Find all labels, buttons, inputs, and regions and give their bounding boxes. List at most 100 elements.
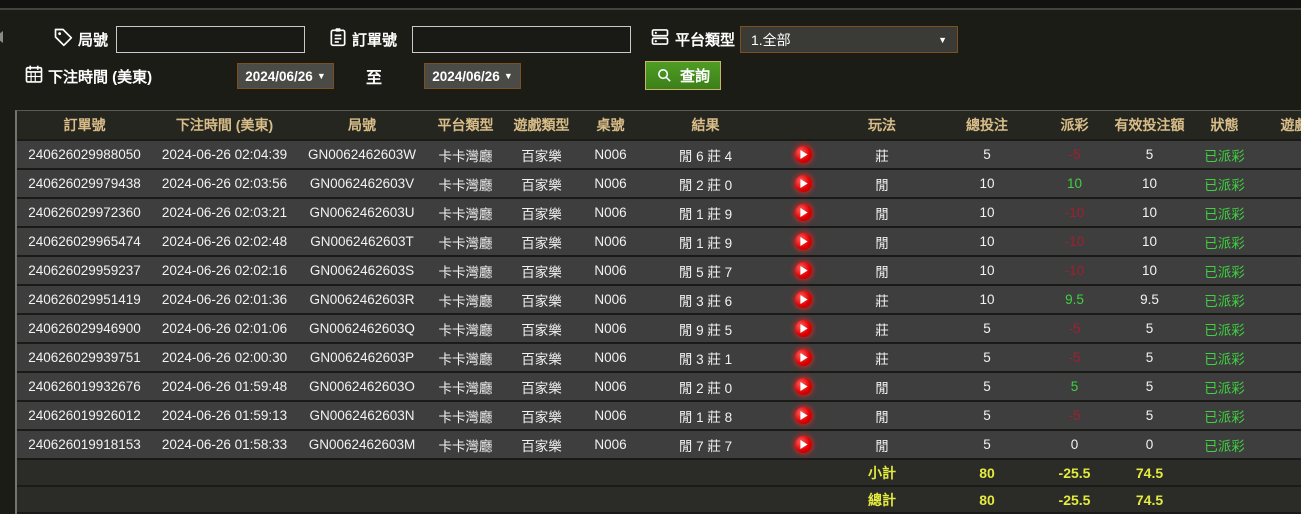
cell-payout: 9.5 <box>1065 292 1084 307</box>
replay-video-icon[interactable] <box>794 378 812 395</box>
platform-type-selected-value: 1.全部 <box>751 31 791 48</box>
cell-order-no: 240626029946900 <box>28 321 141 336</box>
table-body: 240626029988050 2024-06-26 02:04:39 GN00… <box>17 139 1301 458</box>
cell-table-no: N006 <box>594 408 627 423</box>
replay-video-icon[interactable] <box>794 175 812 192</box>
cell-order-no: 240626029979438 <box>28 176 141 191</box>
table-row: 240626029988050 2024-06-26 02:04:39 GN00… <box>17 139 1301 168</box>
cell-payout: -5 <box>1068 408 1081 423</box>
table-row: 240626029946900 2024-06-26 02:01:06 GN00… <box>17 313 1301 342</box>
replay-video-icon[interactable] <box>794 320 812 337</box>
table-row: 240626029959237 2024-06-26 02:02:16 GN00… <box>17 255 1301 284</box>
platform-type-select[interactable]: 1.全部 ▼ <box>740 26 958 53</box>
cell-status: 已派彩 <box>1204 177 1245 193</box>
filter-bar: 局號 訂單號 平台類型 1.全部 ▼ 下注時間 (美東) 2024/06/26 … <box>0 0 1301 104</box>
to-label: 至 <box>366 70 383 87</box>
column-header-7 <box>769 111 837 139</box>
order-no-label: 訂單號 <box>352 32 398 49</box>
cell-bet-time: 2024-06-26 02:03:21 <box>161 205 288 220</box>
cell-status: 已派彩 <box>1204 438 1245 454</box>
cell-bet-time: 2024-06-26 02:01:06 <box>161 321 288 336</box>
cell-game-type: 百家樂 <box>521 235 562 251</box>
cell-table-no: N006 <box>594 205 627 220</box>
cell-play-method: 莊 <box>875 351 889 367</box>
table-row: 240626029965474 2024-06-26 02:02:48 GN00… <box>17 226 1301 255</box>
replay-video-icon[interactable] <box>794 291 812 308</box>
table-row: 240626029951419 2024-06-26 02:01:36 GN00… <box>17 284 1301 313</box>
cell-game-type: 百家樂 <box>521 264 562 280</box>
search-button-label: 查詢 <box>680 68 711 85</box>
cell-order-no: 240626029959237 <box>28 263 141 278</box>
cell-valid-bet: 10 <box>1141 176 1158 191</box>
cell-play-method: 閒 <box>875 235 889 251</box>
table-header-row: 訂單號 下注時間 (美東) 局號 平台類型 遊戲類型 桌號 結果 玩法 總投注 派彩 有效投注額 狀態… <box>17 111 1301 139</box>
summary-payout: -25.5 <box>1058 491 1091 508</box>
cell-order-no: 240626029939751 <box>28 350 141 365</box>
bet-records-table: 訂單號 下注時間 (美東) 局號 平台類型 遊戲類型 桌號 結果 玩法 總投注 派彩 有效投注額 狀態… <box>15 110 1301 514</box>
cell-result: 閒 3 莊 6 <box>678 293 733 309</box>
summary-spacer <box>17 460 837 485</box>
cell-platform-type: 卡卡灣廳 <box>438 438 493 454</box>
cell-game <box>1252 373 1301 400</box>
cell-game <box>1252 170 1301 197</box>
summary-valid-bet: 74.5 <box>1135 464 1164 481</box>
cell-bet-time: 2024-06-26 02:00:30 <box>161 350 288 365</box>
cell-video <box>769 141 837 168</box>
table-row: 240626019918153 2024-06-26 01:58:33 GN00… <box>17 429 1301 458</box>
cell-status: 已派彩 <box>1204 148 1245 164</box>
cell-game <box>1252 141 1301 168</box>
replay-video-icon[interactable] <box>794 349 812 366</box>
caret-down-icon: ▼ <box>938 34 947 45</box>
cell-table-no: N006 <box>594 379 627 394</box>
cell-game <box>1252 402 1301 429</box>
column-header-0: 訂單號 <box>63 117 106 133</box>
cell-table-no: N006 <box>594 350 627 365</box>
cell-order-no: 240626019926012 <box>28 408 141 423</box>
cell-valid-bet: 0 <box>1145 437 1154 452</box>
cell-game-no: GN0062462603P <box>309 350 415 365</box>
cell-table-no: N006 <box>594 292 627 307</box>
column-header-12: 狀態 <box>1210 117 1239 133</box>
replay-video-icon[interactable] <box>794 262 812 279</box>
cell-game <box>1252 286 1301 313</box>
column-header-4: 遊戲類型 <box>513 117 570 133</box>
cell-valid-bet: 10 <box>1141 205 1158 220</box>
search-button[interactable]: 查詢 <box>645 61 722 90</box>
cell-payout: 10 <box>1066 176 1083 191</box>
cell-video <box>769 402 837 429</box>
column-header-9: 總投注 <box>966 117 1008 133</box>
column-header-6: 結果 <box>691 117 720 133</box>
cell-platform-type: 卡卡灣廳 <box>438 148 493 164</box>
collapse-left-arrow-icon[interactable] <box>0 31 3 43</box>
replay-video-icon[interactable] <box>794 233 812 250</box>
replay-video-icon[interactable] <box>794 436 812 453</box>
cell-play-method: 莊 <box>875 293 889 309</box>
table-row: 240626029972360 2024-06-26 02:03:21 GN00… <box>17 197 1301 226</box>
cell-game-no: GN0062462603O <box>309 379 415 394</box>
replay-video-icon[interactable] <box>794 204 812 221</box>
column-header-5: 桌號 <box>596 117 625 133</box>
cell-video <box>769 199 837 226</box>
cell-total-bet: 10 <box>979 234 995 249</box>
replay-video-icon[interactable] <box>794 407 812 424</box>
cell-game <box>1252 228 1301 255</box>
column-header-3: 平台類型 <box>437 117 494 133</box>
cell-result: 閒 1 莊 9 <box>678 235 733 251</box>
cell-order-no: 240626019918153 <box>28 437 141 452</box>
date-to-select[interactable]: 2024/06/26 ▼ <box>424 63 521 89</box>
replay-video-icon[interactable] <box>794 146 812 163</box>
cell-platform-type: 卡卡灣廳 <box>438 264 493 280</box>
cell-video <box>769 344 837 371</box>
game-no-input[interactable] <box>116 26 305 53</box>
cell-bet-time: 2024-06-26 01:58:33 <box>161 437 288 452</box>
order-no-input[interactable] <box>412 26 631 53</box>
cell-game-type: 百家樂 <box>521 177 562 193</box>
cell-status: 已派彩 <box>1204 206 1245 222</box>
cell-valid-bet: 5 <box>1145 321 1154 336</box>
cell-table-no: N006 <box>594 437 627 452</box>
cell-game-type: 百家樂 <box>521 438 562 454</box>
cell-result: 閒 3 莊 1 <box>678 351 733 367</box>
summary-spacer <box>1197 460 1301 485</box>
cell-valid-bet: 10 <box>1141 234 1158 249</box>
date-from-select[interactable]: 2024/06/26 ▼ <box>237 63 334 89</box>
